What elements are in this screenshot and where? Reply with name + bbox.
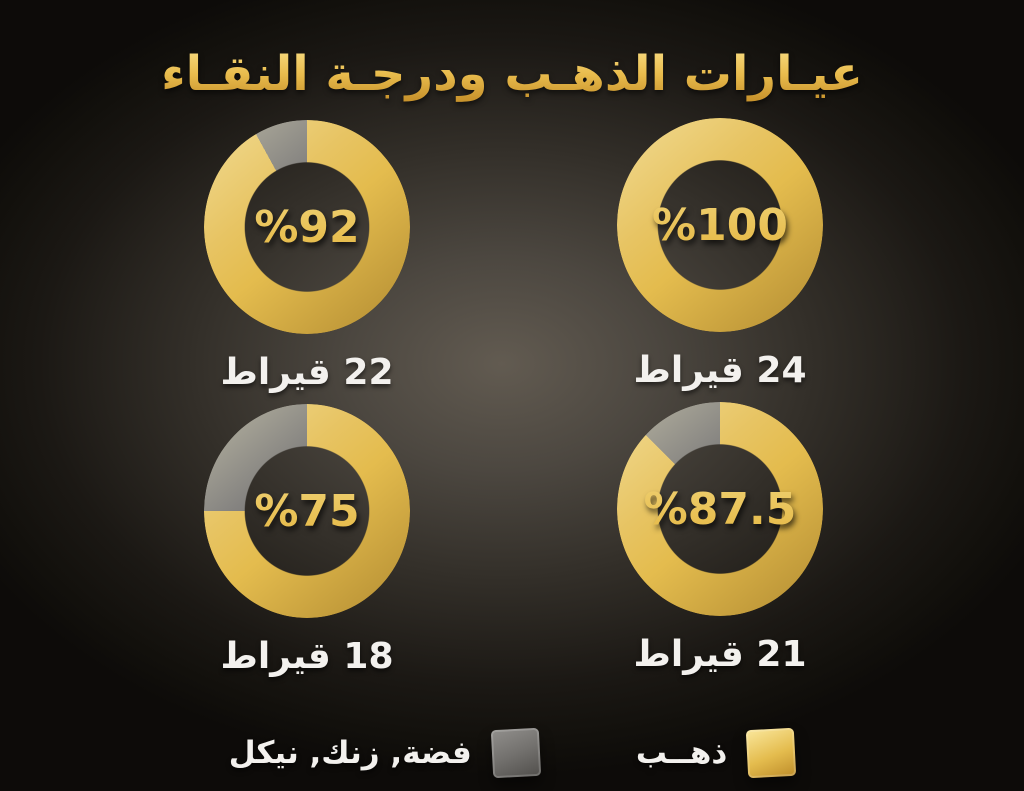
chart-cell-22k: %92 22 قيراط <box>157 120 457 393</box>
karat-label-24k: 24 قيراط <box>633 350 807 391</box>
donut-wrap: %92 <box>204 120 410 334</box>
donut-chart-21k <box>617 402 823 616</box>
chart-legend: ذهــب فضة, زنك, نيكل <box>0 727 1024 779</box>
legend-label-gold: ذهــب <box>635 735 728 771</box>
gold-swatch-icon <box>746 727 797 779</box>
legend-item-alloy: فضة, زنك, نيكل <box>228 727 542 779</box>
karat-label-18k: 18 قيراط <box>220 636 394 677</box>
donut-wrap: %87.5 <box>617 402 823 616</box>
donut-wrap: %75 <box>204 404 410 618</box>
chart-cell-18k: %75 18 قيراط <box>157 404 457 677</box>
donut-chart-22k <box>204 120 410 334</box>
page-title: عيـارات الذهـب ودرجـة النقـاء <box>0 46 1024 102</box>
chart-cell-24k: %100 24 قيراط <box>570 118 870 391</box>
chart-cell-21k: %87.5 21 قيراط <box>570 402 870 675</box>
legend-item-gold: ذهــب <box>635 727 797 779</box>
karat-label-22k: 22 قيراط <box>220 352 394 393</box>
alloy-swatch-icon <box>490 727 542 779</box>
karat-label-21k: 21 قيراط <box>633 634 807 675</box>
donut-wrap: %100 <box>617 118 823 332</box>
donut-chart-24k <box>617 118 823 332</box>
donut-chart-18k <box>204 404 410 618</box>
legend-label-alloy: فضة, زنك, نيكل <box>228 735 472 771</box>
